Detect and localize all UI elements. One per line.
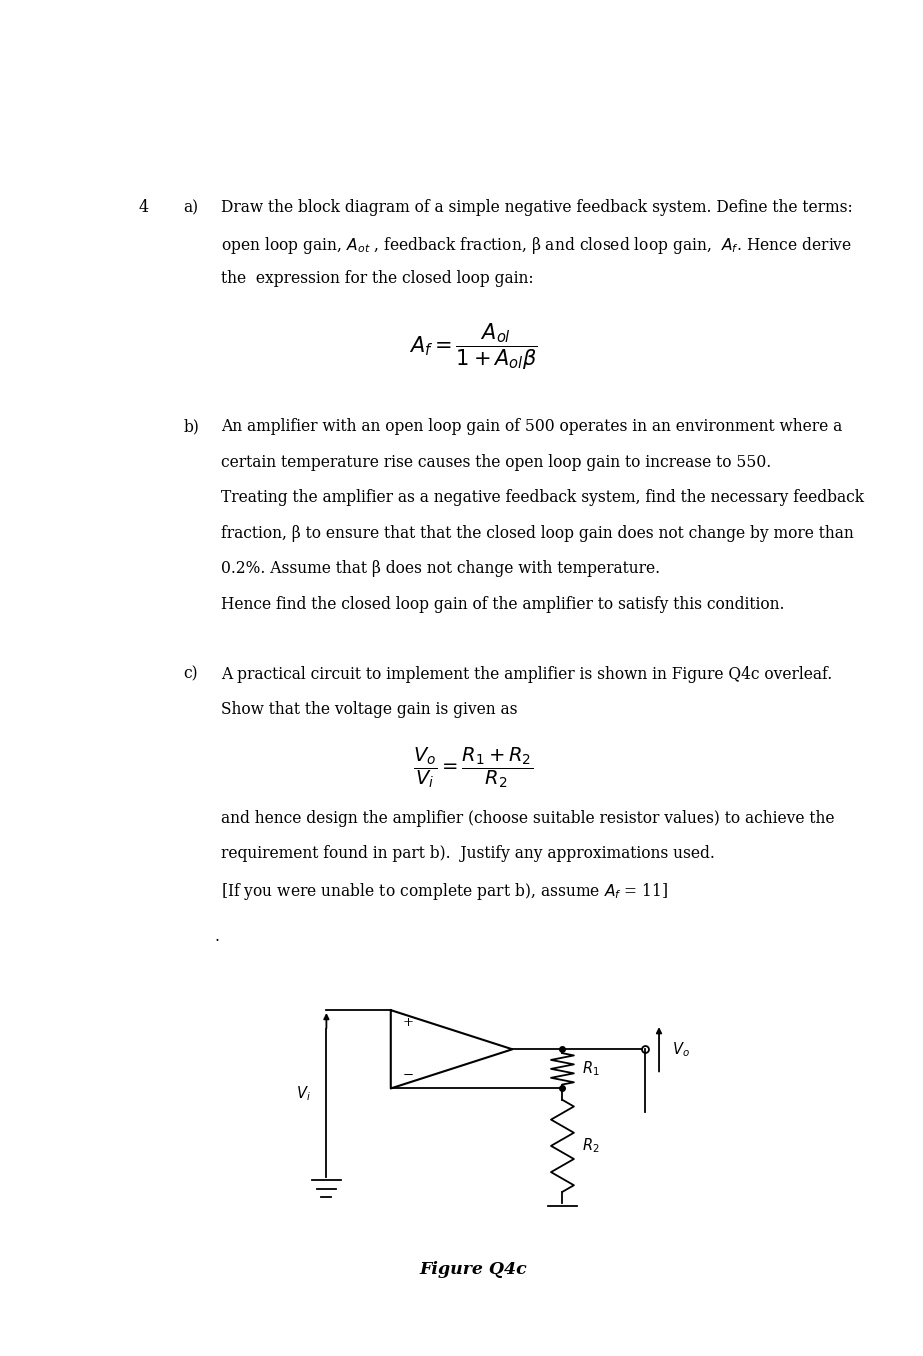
Text: +: + <box>402 1016 414 1029</box>
Text: the  expression for the closed loop gain:: the expression for the closed loop gain: <box>222 270 533 287</box>
Text: c): c) <box>184 666 198 682</box>
Text: fraction, β to ensure that that the closed loop gain does not change by more tha: fraction, β to ensure that that the clos… <box>222 525 854 541</box>
Text: 4: 4 <box>138 199 149 216</box>
Text: b): b) <box>184 418 199 435</box>
Text: $\dfrac{V_o}{V_i} = \dfrac{R_1 + R_2}{R_2}$: $\dfrac{V_o}{V_i} = \dfrac{R_1 + R_2}{R_… <box>413 744 533 789</box>
Text: certain temperature rise causes the open loop gain to increase to 550.: certain temperature rise causes the open… <box>222 454 772 471</box>
Text: [If you were unable to complete part b), assume $A_f$ = 11]: [If you were unable to complete part b),… <box>222 880 668 902</box>
Text: $V_o$: $V_o$ <box>672 1040 689 1059</box>
Text: −: − <box>402 1070 414 1082</box>
Text: An amplifier with an open loop gain of 500 operates in an environment where a: An amplifier with an open loop gain of 5… <box>222 418 843 435</box>
Text: Treating the amplifier as a negative feedback system, find the necessary feedbac: Treating the amplifier as a negative fee… <box>222 490 864 506</box>
Text: a): a) <box>184 199 198 216</box>
Text: Draw the block diagram of a simple negative feedback system. Define the terms:: Draw the block diagram of a simple negat… <box>222 199 853 216</box>
Text: Show that the voltage gain is given as: Show that the voltage gain is given as <box>222 701 518 719</box>
Text: 0.2%. Assume that β does not change with temperature.: 0.2%. Assume that β does not change with… <box>222 560 660 578</box>
Text: $A_f = \dfrac{A_{ol}}{1+ A_{ol}\beta}$: $A_f = \dfrac{A_{ol}}{1+ A_{ol}\beta}$ <box>409 321 537 372</box>
Text: requirement found in part b).  Justify any approximations used.: requirement found in part b). Justify an… <box>222 845 715 862</box>
Text: Hence find the closed loop gain of the amplifier to satisfy this condition.: Hence find the closed loop gain of the a… <box>222 595 785 613</box>
Text: A practical circuit to implement the amplifier is shown in Figure Q4c overleaf.: A practical circuit to implement the amp… <box>222 666 833 682</box>
Text: and hence design the amplifier (choose suitable resistor values) to achieve the: and hence design the amplifier (choose s… <box>222 810 834 827</box>
Text: open loop gain, $A_{ot}$ , feedback fraction, β and closed loop gain,  $A_f$. He: open loop gain, $A_{ot}$ , feedback frac… <box>222 235 852 256</box>
Text: $R_2$: $R_2$ <box>582 1136 600 1155</box>
Text: $R_1$: $R_1$ <box>582 1059 600 1078</box>
Text: $V_i$: $V_i$ <box>296 1085 311 1102</box>
Text: Figure Q4c: Figure Q4c <box>419 1261 527 1277</box>
Text: .: . <box>214 928 219 945</box>
